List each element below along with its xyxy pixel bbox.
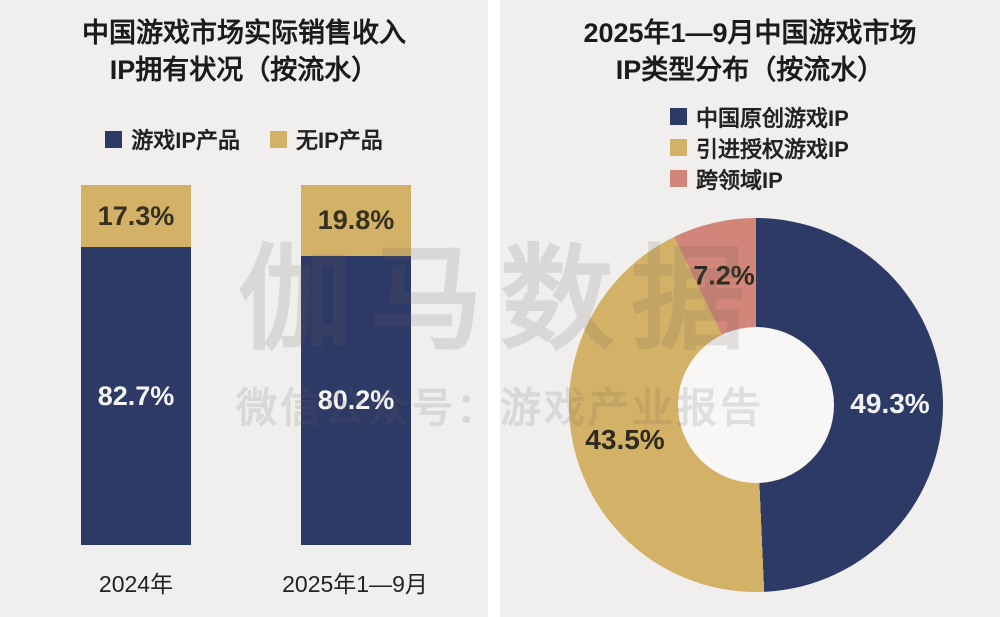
donut-value-label-original-ip: 49.3% (850, 388, 930, 419)
legend-item-original-ip: 中国原创游戏IP (670, 101, 849, 132)
left-chart-panel: 中国游戏市场实际销售收入 IP拥有状况（按流水） 游戏IP产品 无IP产品 17… (0, 0, 488, 617)
left-chart-title-line1: 中国游戏市场实际销售收入 (82, 18, 406, 48)
right-chart-panel: 2025年1—9月中国游戏市场 IP类型分布（按流水） 中国原创游戏IP 引进授… (500, 0, 1000, 617)
stacked-bar-2024: 17.3% 82.7% (81, 185, 191, 545)
stacked-bar-2025: 19.8% 80.2% (301, 185, 411, 545)
legend-item-licensed-ip: 引进授权游戏IP (670, 132, 849, 163)
bar-value-label: 19.8% (317, 205, 395, 236)
legend-swatch-gold (270, 130, 287, 148)
x-axis-label-2025: 2025年1—9月 (282, 571, 428, 597)
legend-label: 无IP产品 (296, 128, 383, 153)
left-chart-legend: 游戏IP产品 无IP产品 (0, 123, 488, 155)
donut-value-label-licensed-ip: 43.5% (585, 424, 665, 455)
left-chart-title-line2: IP拥有状况（按流水） (109, 55, 379, 85)
left-chart-title: 中国游戏市场实际销售收入 IP拥有状况（按流水） (0, 15, 488, 89)
legend-label: 中国原创游戏IP (696, 105, 849, 131)
bar-value-label: 82.7% (97, 380, 175, 411)
bar-segment-no-ip: 17.3% (81, 185, 191, 248)
legend-item-no-ip: 无IP产品 (270, 123, 383, 155)
bar-segment-game-ip: 80.2% (301, 256, 411, 545)
bar-value-label: 80.2% (317, 385, 395, 416)
right-chart-title: 2025年1—9月中国游戏市场 IP类型分布（按流水） (500, 15, 1000, 89)
bar-value-label: 17.3% (97, 200, 175, 231)
legend-item-game-ip: 游戏IP产品 (105, 123, 240, 155)
right-chart-legend: 中国原创游戏IP 引进授权游戏IP 跨领域IP (670, 101, 849, 194)
legend-label: 引进授权游戏IP (696, 136, 849, 162)
donut-value-label-crossdomain-ip: 7.2% (693, 260, 755, 291)
donut-hole (678, 327, 834, 483)
x-axis-label-2024: 2024年 (98, 571, 174, 597)
right-chart-title-line2: IP类型分布（按流水） (615, 55, 885, 85)
legend-swatch-navy (105, 130, 123, 148)
right-chart-title-line1: 2025年1—9月中国游戏市场 (583, 18, 917, 48)
donut-ring (569, 218, 943, 592)
bar-segment-game-ip: 82.7% (81, 247, 191, 545)
bar-segment-no-ip: 19.8% (301, 185, 411, 257)
legend-swatch-salmon (670, 170, 687, 187)
legend-label: 跨领域IP (696, 167, 783, 193)
legend-swatch-navy (670, 108, 687, 125)
legend-swatch-gold (670, 139, 687, 156)
legend-item-crossdomain-ip: 跨领域IP (670, 163, 849, 194)
legend-label: 游戏IP产品 (131, 128, 240, 153)
